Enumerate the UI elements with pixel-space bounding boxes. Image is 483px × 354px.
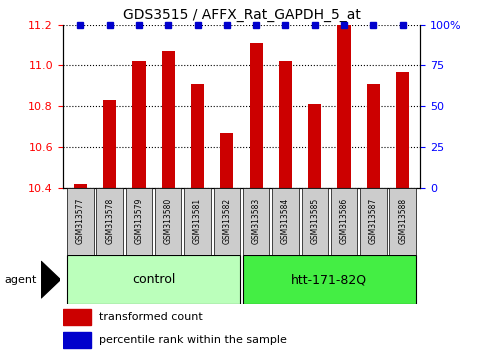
Bar: [132, 62, 145, 188]
Bar: [250, 43, 263, 188]
Text: control: control: [132, 273, 175, 286]
Bar: [220, 133, 233, 188]
Bar: [103, 100, 116, 188]
Bar: [243, 255, 416, 304]
Bar: [308, 104, 321, 188]
Bar: [389, 188, 416, 255]
Bar: [63, 332, 91, 348]
Text: htt-171-82Q: htt-171-82Q: [291, 273, 368, 286]
Text: agent: agent: [5, 275, 37, 285]
Text: GSM313582: GSM313582: [222, 198, 231, 244]
Bar: [243, 188, 270, 255]
Bar: [331, 188, 357, 255]
Title: GDS3515 / AFFX_Rat_GAPDH_5_at: GDS3515 / AFFX_Rat_GAPDH_5_at: [123, 8, 360, 22]
Bar: [191, 84, 204, 188]
Text: GSM313578: GSM313578: [105, 198, 114, 244]
Bar: [74, 184, 87, 188]
Bar: [63, 309, 91, 325]
Bar: [97, 188, 123, 255]
Text: GSM313579: GSM313579: [134, 198, 143, 245]
Bar: [155, 188, 182, 255]
Text: percentile rank within the sample: percentile rank within the sample: [99, 335, 286, 346]
Text: GSM313588: GSM313588: [398, 198, 407, 244]
Bar: [367, 84, 380, 188]
Bar: [338, 25, 351, 188]
Text: GSM313586: GSM313586: [340, 198, 349, 244]
Text: GSM313577: GSM313577: [76, 198, 85, 245]
Text: GSM313584: GSM313584: [281, 198, 290, 244]
Bar: [185, 188, 211, 255]
Bar: [396, 72, 409, 188]
Bar: [279, 62, 292, 188]
Bar: [126, 188, 152, 255]
Bar: [360, 188, 386, 255]
Text: transformed count: transformed count: [99, 312, 202, 322]
Bar: [162, 51, 175, 188]
Text: GSM313587: GSM313587: [369, 198, 378, 244]
Text: GSM313581: GSM313581: [193, 198, 202, 244]
Bar: [301, 188, 328, 255]
Text: GSM313585: GSM313585: [310, 198, 319, 244]
Text: GSM313583: GSM313583: [252, 198, 261, 244]
Bar: [272, 188, 298, 255]
Bar: [67, 188, 94, 255]
Bar: [213, 188, 240, 255]
Bar: [67, 255, 240, 304]
Text: GSM313580: GSM313580: [164, 198, 173, 244]
Polygon shape: [41, 261, 60, 298]
